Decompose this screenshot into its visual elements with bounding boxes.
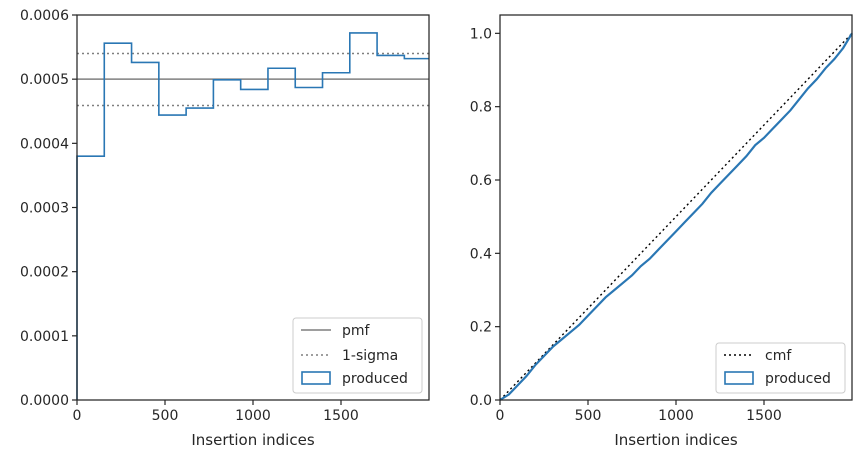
right-axes-frame — [499, 14, 853, 401]
x-tick-label: 1000 — [658, 408, 694, 424]
y-tick-label: 0.0002 — [20, 265, 69, 281]
legend-produced-label: produced — [342, 371, 408, 387]
legend-produced-label-right: produced — [765, 371, 831, 387]
x-tick-label: 1500 — [746, 408, 782, 424]
y-tick-label: 0.0005 — [20, 72, 69, 88]
y-tick-label: 0.8 — [470, 100, 492, 116]
produced-cdf-line — [499, 32, 853, 401]
y-tick-label: 0.2 — [470, 320, 492, 336]
right-x-axis-label: Insertion indices — [614, 431, 737, 449]
y-tick-label: 0.6 — [470, 173, 492, 189]
y-tick-label: 0.0000 — [20, 393, 69, 409]
y-tick-label: 0.4 — [470, 246, 492, 262]
legend-produced-swatch-right — [724, 371, 754, 385]
right-plot-area — [499, 32, 853, 401]
y-tick-label: 0.0003 — [20, 201, 69, 217]
right-cdf-panel: 0 500 1000 1500 0.0 0.2 0.4 0.6 0.8 1.0 Insertio… — [470, 14, 853, 449]
left-legend-box — [292, 317, 423, 394]
x-tick-label: 1500 — [323, 408, 359, 424]
x-tick-label: 1000 — [235, 408, 271, 424]
right-legend-box — [715, 342, 846, 394]
left-legend: pmf 1-sigma produced — [292, 317, 423, 394]
left-y-ticks: 0.0000 0.0001 0.0002 0.0003 0.0004 0.0005 0.00… — [20, 8, 77, 409]
legend-cmf-label: cmf — [765, 348, 792, 364]
right-x-ticks: 0 500 1000 1500 — [496, 400, 782, 424]
legend-1-sigma-label: 1-sigma — [342, 348, 398, 364]
left-histogram-panel: 0 500 1000 1500 0.00000.00010.00020.00030.0… — [20, 8, 430, 449]
right-y-ticks: 0.0 0.2 0.4 0.6 0.8 1.0 — [470, 26, 500, 409]
left-plot-area — [76, 32, 429, 400]
y-tick-label: 0.0001 — [20, 329, 69, 345]
legend-produced-swatch — [301, 371, 331, 385]
y-tick-label: 0.0006 — [20, 8, 69, 24]
x-tick-label: 500 — [575, 408, 602, 424]
x-tick-label: 0 — [73, 408, 82, 424]
x-tick-label: 500 — [152, 408, 179, 424]
y-tick-label: 1.0 — [470, 26, 492, 42]
left-x-axis-label: Insertion indices — [191, 431, 314, 449]
y-tick-label: 0.0004 — [20, 136, 69, 152]
legend-pmf-label: pmf — [342, 323, 371, 339]
y-tick-label: 0.0 — [470, 393, 492, 409]
left-x-ticks: 0 500 1000 1500 — [73, 400, 359, 424]
right-legend: cmf produced — [715, 342, 846, 394]
produced-histogram — [76, 32, 429, 400]
x-tick-label: 0 — [496, 408, 505, 424]
